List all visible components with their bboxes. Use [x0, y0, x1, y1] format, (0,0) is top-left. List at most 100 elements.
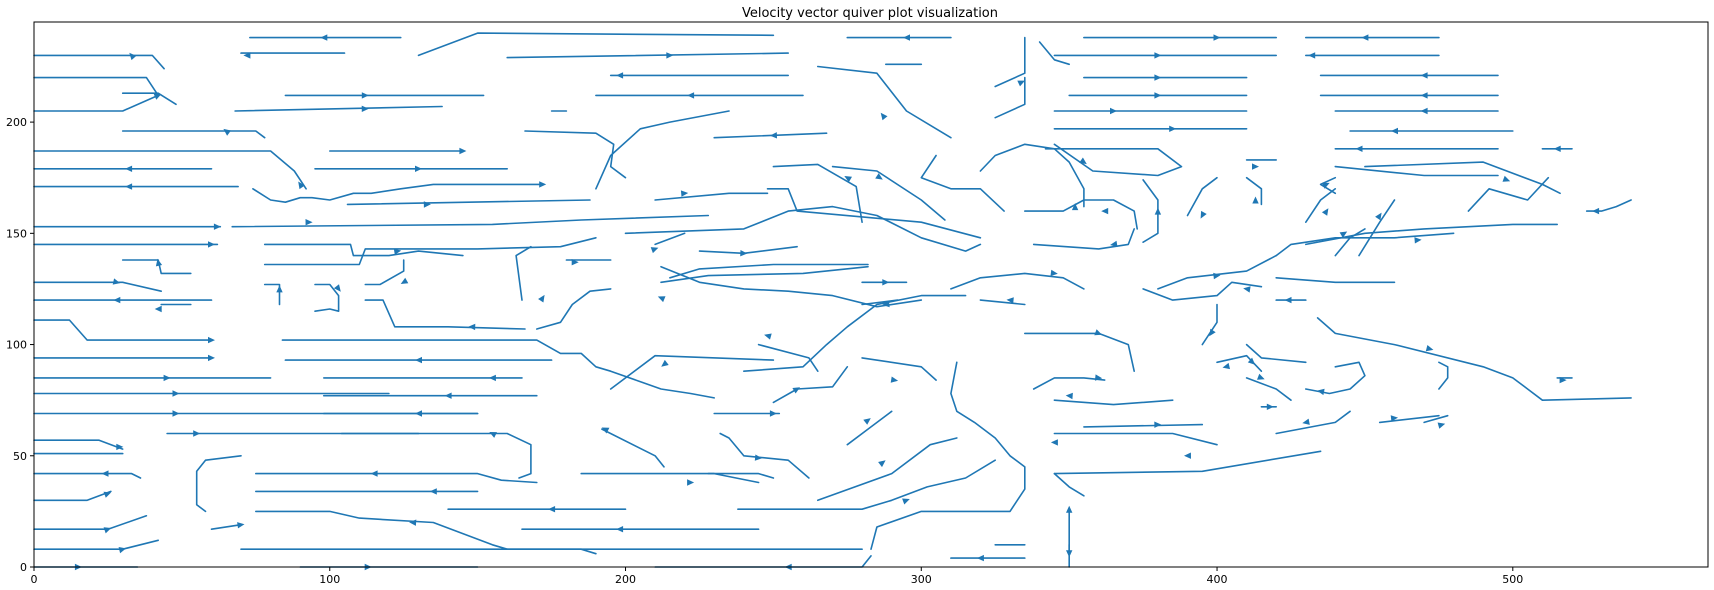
- streamline-arrowhead: [1050, 439, 1058, 446]
- arrowheads-group: [74, 34, 1600, 571]
- streamline-arrowhead: [1154, 207, 1162, 215]
- streamline-arrowhead: [1559, 376, 1567, 384]
- streamline-arrowhead: [1375, 212, 1382, 221]
- streamline-arrowhead: [213, 223, 221, 230]
- streamline-arrowhead: [1308, 52, 1316, 59]
- streamline-arrowhead: [601, 427, 610, 434]
- streamline-arrowhead: [687, 479, 695, 486]
- x-tick-label: 200: [615, 573, 636, 586]
- streamline: [624, 205, 982, 252]
- streamline-arrowhead: [844, 176, 852, 183]
- streamline: [33, 150, 307, 190]
- streamline-arrowhead: [680, 190, 689, 197]
- streamline: [121, 92, 177, 106]
- plot-frame: [33, 21, 1709, 568]
- streamline-arrowhead: [539, 181, 547, 188]
- streamline-arrowhead: [1437, 422, 1446, 429]
- streamline: [314, 283, 340, 312]
- streamline-arrowhead: [193, 430, 201, 437]
- streamline-arrowhead: [863, 418, 871, 425]
- streamline-arrowhead: [1213, 34, 1221, 41]
- streamline-arrowhead: [125, 165, 133, 172]
- streamline-arrowhead: [1200, 210, 1207, 219]
- streamline: [33, 490, 112, 502]
- streamline-arrowhead: [1094, 374, 1103, 381]
- streamline-arrowhead: [208, 241, 215, 248]
- streamline-arrowhead: [1420, 107, 1428, 115]
- streamline: [1245, 377, 1292, 401]
- streamline: [252, 183, 544, 203]
- streamline-arrowhead: [1355, 145, 1363, 152]
- streamline-arrowhead: [1420, 92, 1428, 99]
- streamline-arrowhead: [548, 506, 556, 513]
- streamline: [870, 361, 1026, 550]
- streamline-arrowhead: [976, 554, 984, 562]
- streamline-arrowhead: [764, 333, 772, 340]
- streamline-arrowhead: [155, 258, 163, 267]
- streamline-arrowhead: [153, 93, 162, 100]
- streamline-arrowhead: [880, 112, 888, 121]
- streamline: [950, 272, 1085, 290]
- streamline: [1378, 414, 1440, 424]
- streamline-arrowhead: [129, 52, 137, 61]
- streamline: [121, 259, 192, 275]
- x-tick-label: 500: [1502, 573, 1523, 586]
- streamline-arrowhead: [1414, 237, 1422, 244]
- streamline-arrowhead: [1050, 269, 1058, 277]
- streamline: [1053, 399, 1174, 406]
- streamline-arrowhead: [1391, 127, 1398, 135]
- streamline-arrowhead: [125, 183, 133, 190]
- streamline: [743, 294, 967, 372]
- streamline: [231, 214, 710, 228]
- streamline-arrowhead: [1361, 34, 1369, 41]
- y-tick-label: 50: [13, 450, 27, 463]
- streamline-arrowhead: [305, 219, 313, 226]
- streamline-arrowhead: [616, 526, 624, 533]
- streamline-arrowhead: [1322, 182, 1330, 189]
- streamline-arrowhead: [444, 392, 452, 399]
- streamline-arrowhead: [333, 284, 341, 292]
- streamline: [1305, 188, 1337, 223]
- streamline: [654, 192, 769, 201]
- streamline-arrowhead: [1154, 74, 1162, 81]
- streamline-arrowhead: [1079, 157, 1087, 165]
- streamline-arrowhead: [1213, 272, 1221, 280]
- streamline-arrowhead: [237, 522, 245, 529]
- streamline-arrowhead: [754, 454, 763, 461]
- streamline-arrowhead: [571, 259, 579, 266]
- streamline-arrowhead: [276, 285, 283, 293]
- streamlines-group: [33, 32, 1632, 568]
- streamline: [1083, 423, 1204, 428]
- streamline-arrowhead: [370, 470, 378, 477]
- streamline: [536, 288, 612, 330]
- streamline: [121, 130, 266, 139]
- streamline-arrowhead: [1094, 329, 1102, 336]
- streamline: [580, 472, 760, 484]
- streamline: [660, 265, 923, 308]
- streamline: [524, 130, 627, 179]
- streamline-arrowhead: [1425, 345, 1434, 352]
- streamline: [861, 357, 937, 381]
- streamline-arrowhead: [1065, 392, 1073, 400]
- streamline: [1142, 179, 1159, 243]
- streamline: [234, 105, 443, 112]
- streamline-arrowhead: [1154, 92, 1162, 99]
- streamline: [1467, 176, 1550, 212]
- streamline-arrowhead: [1502, 175, 1511, 182]
- streamline: [515, 245, 532, 301]
- streamline-arrowhead: [393, 248, 402, 255]
- streamline: [210, 523, 242, 530]
- streamline: [1275, 277, 1396, 284]
- streamline: [698, 245, 798, 255]
- streamline: [33, 539, 159, 550]
- streamline-arrowhead: [172, 410, 180, 417]
- streamline-arrowhead: [1592, 207, 1600, 215]
- streamline-arrowhead: [1184, 452, 1191, 459]
- streamline: [772, 163, 863, 223]
- streamline-arrowhead: [1154, 421, 1162, 428]
- streamline-arrowhead: [361, 105, 369, 112]
- chart-title: Velocity vector quiver plot visualizatio…: [742, 6, 998, 21]
- streamline-arrowhead: [661, 359, 669, 367]
- streamline-arrowhead: [1209, 328, 1216, 337]
- streamline: [506, 52, 789, 59]
